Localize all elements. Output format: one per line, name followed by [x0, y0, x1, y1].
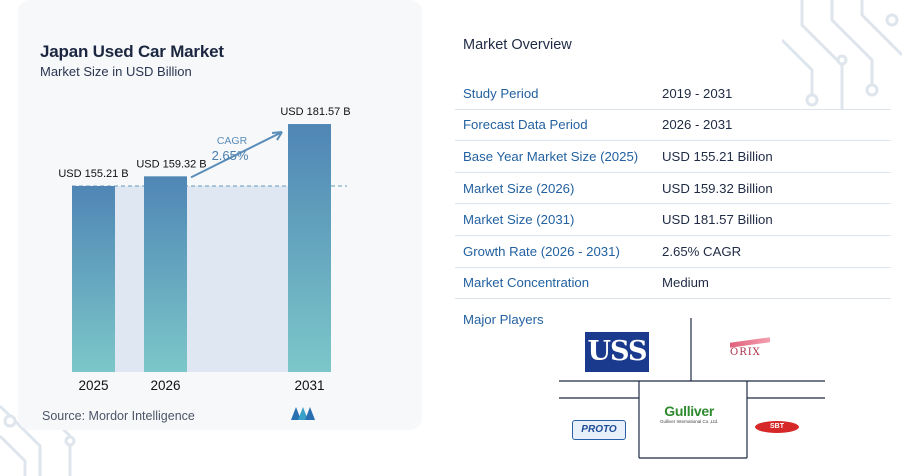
gulliver-logo: Gulliver Gulliver International Co.,Ltd.	[660, 403, 719, 424]
overview-title: Market Overview	[463, 37, 572, 53]
row-label: Market Size (2031)	[463, 212, 575, 228]
cagr-value: 2.65%	[212, 148, 249, 163]
table-row: Growth Rate (2026 - 2031) 2.65% CAGR	[455, 236, 891, 268]
mordor-logo-icon	[291, 407, 315, 420]
x-tick-label: 2031	[294, 378, 324, 393]
cagr-arrowhead	[271, 131, 283, 141]
table-row: Forecast Data Period 2026 - 2031	[455, 110, 891, 142]
orix-logo: ORIX	[730, 337, 770, 358]
uss-logo: USS	[585, 332, 649, 372]
data-label: USD 181.57 B	[280, 106, 350, 118]
cagr-arrow	[190, 131, 283, 179]
row-value: USD 159.32 Billion	[662, 180, 773, 196]
proto-logo: PROTO	[572, 420, 626, 440]
row-label: Forecast Data Period	[463, 117, 588, 133]
bar-2025	[72, 186, 115, 372]
row-value: Medium	[662, 275, 709, 291]
row-label: Base Year Market Size (2025)	[463, 148, 639, 164]
row-label: Market Concentration	[463, 275, 590, 291]
x-tick-label: 2025	[78, 378, 108, 393]
bar-2031	[288, 124, 331, 372]
table-row: Market Size (2031) USD 181.57 Billion	[455, 204, 891, 236]
x-tick-label: 2026	[150, 378, 180, 393]
data-label: USD 159.32 B	[136, 158, 206, 170]
players-grid-lines	[559, 318, 825, 459]
chart-title: Japan Used Car Market	[40, 42, 224, 61]
table-row: Market Size (2026) USD 159.32 Billion	[455, 173, 891, 205]
chart-subtitle: Market Size in USD Billion	[40, 64, 192, 79]
table-row: Base Year Market Size (2025) USD 155.21 B…	[455, 141, 891, 173]
table-row: Study Period 2019 - 2031	[455, 78, 891, 110]
row-value: 2026 - 2031	[662, 117, 733, 133]
row-value: USD 155.21 Billion	[662, 148, 773, 164]
row-label: Market Size (2026)	[463, 180, 575, 196]
row-label: Growth Rate (2026 - 2031)	[463, 243, 620, 259]
overview-table: Study Period 2019 - 2031 Forecast Data Pe…	[455, 78, 891, 300]
bar-backdrop	[72, 186, 331, 372]
source-text: Source: Mordor Intelligence	[42, 409, 195, 423]
row-value: 2019 - 2031	[662, 85, 733, 101]
data-label: USD 155.21 B	[58, 168, 128, 180]
bar-chart: USD 155.21 B 2025 USD 159.32 B 2026 USD 181.…	[58, 106, 350, 393]
table-row: Market Concentration Medium	[455, 268, 891, 300]
row-label: Study Period	[463, 85, 539, 101]
row-value: USD 181.57 Billion	[662, 212, 773, 228]
sbt-logo: SBT	[755, 421, 799, 433]
major-players-title: Major Players	[463, 312, 544, 327]
market-overview-panel: Market Overview Study Period 2019 - 2031 …	[455, 0, 895, 476]
bar-2026	[144, 176, 187, 372]
cagr-label: CAGR	[217, 135, 248, 147]
row-value: 2.65% CAGR	[662, 243, 742, 259]
